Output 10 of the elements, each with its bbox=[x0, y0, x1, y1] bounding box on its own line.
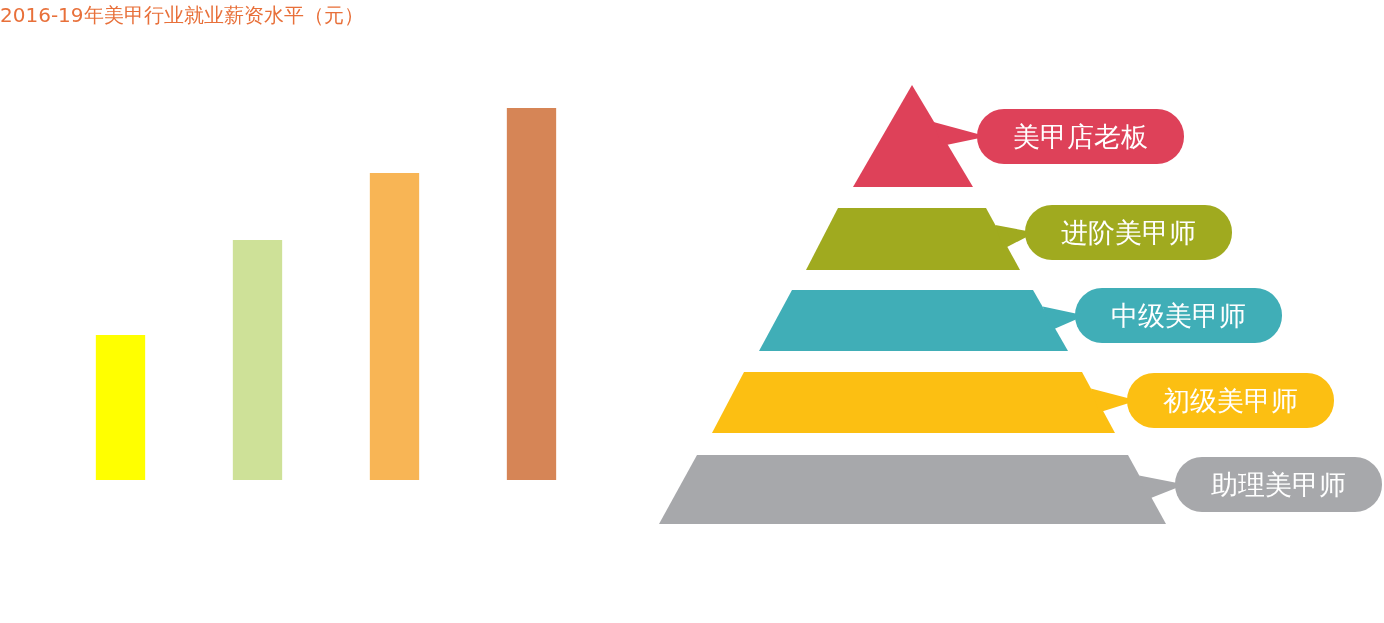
bar bbox=[95, 334, 146, 480]
text: 助理美甲师 bbox=[1210, 469, 1346, 500]
text: 美甲店老板 bbox=[1012, 121, 1148, 152]
bar bbox=[369, 173, 420, 480]
bar bbox=[232, 240, 283, 480]
text: 中级美甲师 bbox=[1110, 300, 1246, 331]
text: 初级美甲师 bbox=[1162, 385, 1298, 416]
bar bbox=[506, 108, 557, 480]
text: 进阶美甲师 bbox=[1060, 217, 1196, 248]
chart-title: 2016-19年美甲行业就业薪资水平（元） bbox=[0, 2, 364, 29]
